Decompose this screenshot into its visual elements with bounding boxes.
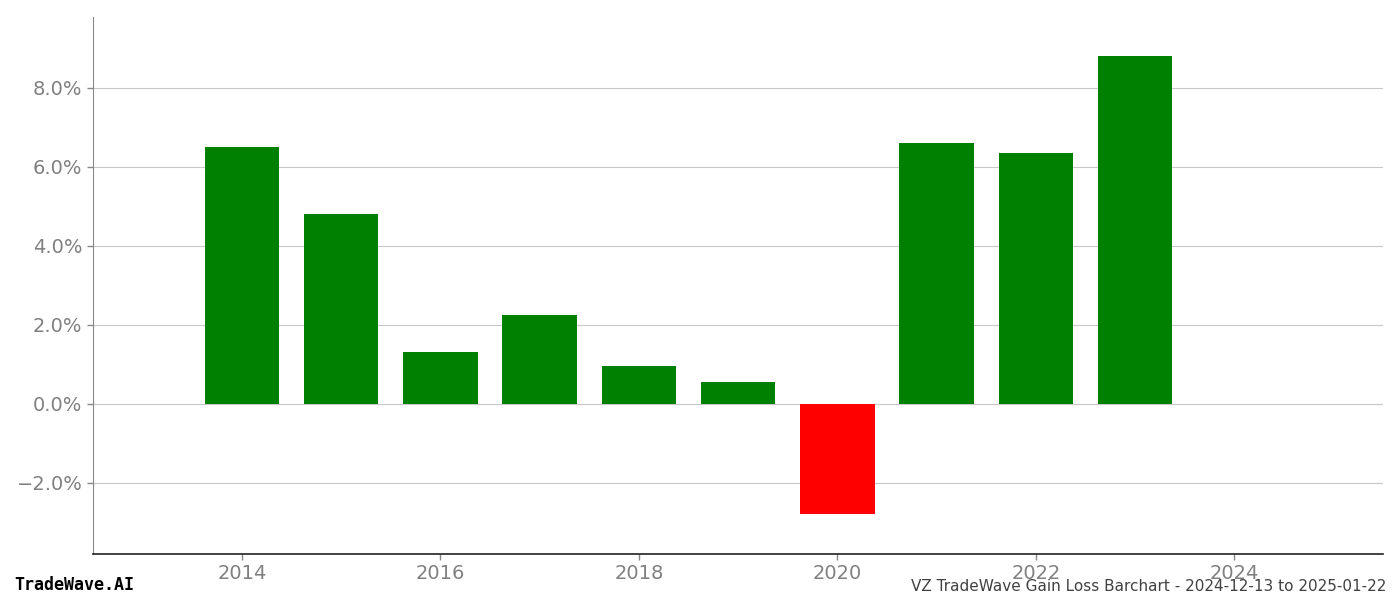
Bar [503, 315, 577, 404]
Bar [998, 153, 1074, 404]
Bar [701, 382, 776, 404]
Bar [204, 147, 279, 404]
Bar [304, 214, 378, 404]
Bar [801, 404, 875, 514]
Bar [602, 366, 676, 404]
Bar [899, 143, 974, 404]
Bar [403, 352, 477, 404]
Text: VZ TradeWave Gain Loss Barchart - 2024-12-13 to 2025-01-22: VZ TradeWave Gain Loss Barchart - 2024-1… [910, 579, 1386, 594]
Bar [1098, 56, 1172, 404]
Text: TradeWave.AI: TradeWave.AI [14, 576, 134, 594]
